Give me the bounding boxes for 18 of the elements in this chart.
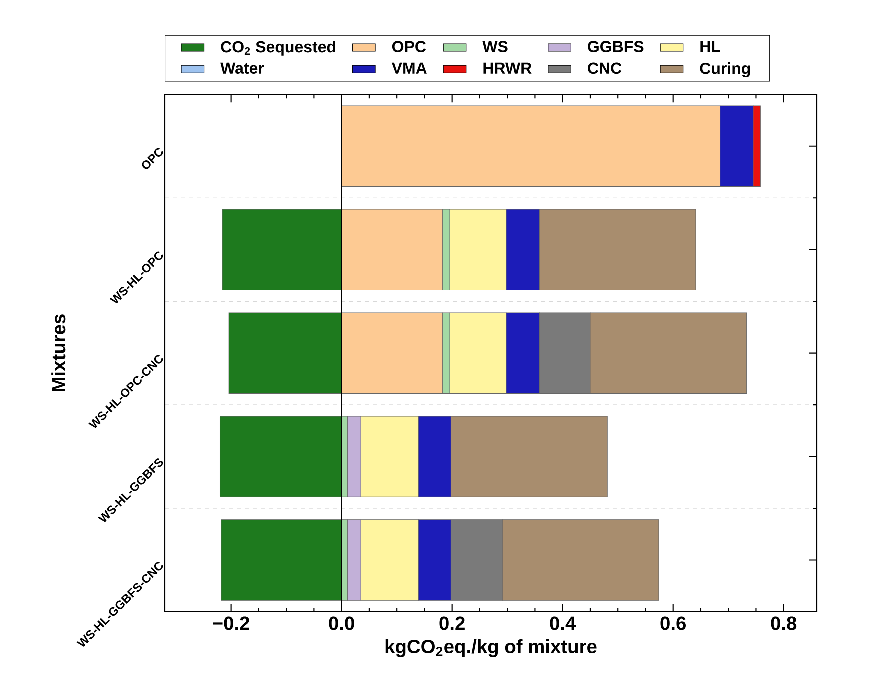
- legend-label: CNC: [588, 62, 622, 74]
- legend-label: VMA: [392, 62, 427, 74]
- legend-label: GGBFS: [588, 41, 644, 52]
- legend-label: CO$_{2}$ Sequested: [221, 40, 336, 56]
- x-tick-label: 0.2: [440, 616, 465, 630]
- legend-label: Curing: [700, 62, 750, 78]
- x-tick-label: 0.4: [550, 616, 576, 630]
- legend-label: HL: [700, 41, 720, 52]
- legend-label: Water: [220, 62, 264, 74]
- x-tick-label: 0.8: [771, 616, 797, 630]
- legend-label: HRWR: [484, 62, 532, 74]
- y-axis-title: Mixtures: [52, 314, 66, 392]
- x-tick-label: 0.0: [329, 616, 354, 630]
- legend-label: OPC: [392, 41, 426, 52]
- x-tick-label: 0.6: [660, 616, 686, 630]
- x-axis-title: kgCO$_{2}$eq./kg of mixture: [386, 639, 597, 658]
- legend-label: WS: [482, 41, 508, 52]
- x-tick-label: −0.2: [213, 616, 250, 630]
